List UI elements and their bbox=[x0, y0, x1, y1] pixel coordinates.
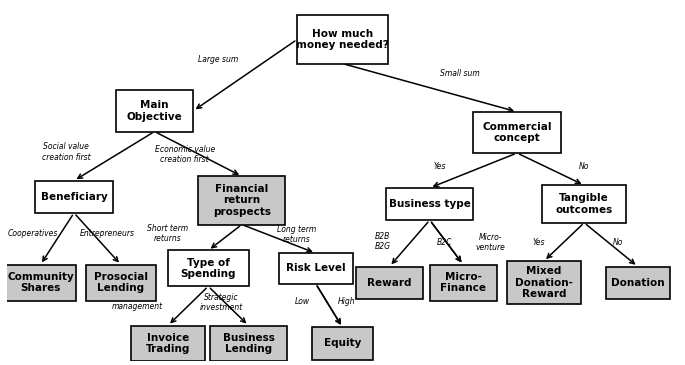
FancyBboxPatch shape bbox=[312, 327, 373, 360]
Text: B2B
B2G: B2B B2G bbox=[375, 232, 390, 251]
FancyBboxPatch shape bbox=[297, 15, 388, 64]
FancyBboxPatch shape bbox=[543, 185, 626, 223]
Text: Micro-
Finance: Micro- Finance bbox=[440, 272, 486, 293]
FancyBboxPatch shape bbox=[36, 181, 112, 213]
Text: Entrepreneurs: Entrepreneurs bbox=[80, 229, 135, 238]
Text: Strategic
investment: Strategic investment bbox=[200, 293, 243, 312]
Text: Type of
Spending: Type of Spending bbox=[180, 258, 236, 279]
Text: No: No bbox=[612, 238, 623, 247]
Text: Long term
returns: Long term returns bbox=[277, 225, 316, 244]
FancyBboxPatch shape bbox=[386, 188, 473, 220]
FancyBboxPatch shape bbox=[356, 266, 423, 299]
FancyBboxPatch shape bbox=[606, 266, 670, 299]
FancyBboxPatch shape bbox=[168, 250, 249, 286]
FancyBboxPatch shape bbox=[507, 261, 581, 304]
Text: Prosocial
Lending: Prosocial Lending bbox=[94, 272, 148, 293]
Text: No: No bbox=[579, 162, 589, 171]
Text: Cooperatives: Cooperatives bbox=[7, 229, 58, 238]
Text: Cashflow
management: Cashflow management bbox=[112, 292, 163, 311]
FancyBboxPatch shape bbox=[429, 265, 497, 300]
FancyBboxPatch shape bbox=[116, 91, 193, 131]
Text: How much
money needed?: How much money needed? bbox=[296, 28, 389, 50]
Text: Economic value
creation first: Economic value creation first bbox=[155, 145, 215, 164]
FancyBboxPatch shape bbox=[279, 253, 353, 284]
Text: Large sum: Large sum bbox=[198, 55, 238, 64]
Text: Invoice
Trading: Invoice Trading bbox=[146, 333, 190, 354]
FancyBboxPatch shape bbox=[198, 176, 286, 224]
Text: Business type: Business type bbox=[389, 199, 471, 209]
Text: Social value
creation first: Social value creation first bbox=[42, 142, 90, 162]
Text: Mixed
Donation-
Reward: Mixed Donation- Reward bbox=[515, 266, 573, 299]
Text: Small sum: Small sum bbox=[440, 69, 480, 78]
Text: B2C: B2C bbox=[437, 238, 452, 247]
Text: Tangible
outcomes: Tangible outcomes bbox=[556, 193, 613, 215]
Text: High: High bbox=[338, 297, 356, 306]
FancyBboxPatch shape bbox=[86, 265, 156, 300]
Text: Micro-
venture: Micro- venture bbox=[475, 233, 505, 252]
Text: Yes: Yes bbox=[434, 162, 446, 171]
FancyBboxPatch shape bbox=[131, 326, 205, 361]
Text: Main
Objective: Main Objective bbox=[127, 100, 182, 122]
Text: Commercial
concept: Commercial concept bbox=[482, 122, 552, 143]
Text: Community
Shares: Community Shares bbox=[7, 272, 74, 293]
FancyBboxPatch shape bbox=[210, 326, 287, 361]
Text: Donation: Donation bbox=[611, 278, 664, 288]
Text: Yes: Yes bbox=[533, 238, 545, 247]
Text: Business
Lending: Business Lending bbox=[223, 333, 275, 354]
Text: Short term
returns: Short term returns bbox=[147, 224, 188, 243]
Text: Reward: Reward bbox=[367, 278, 412, 288]
FancyBboxPatch shape bbox=[5, 265, 75, 300]
Text: Beneficiary: Beneficiary bbox=[40, 192, 108, 202]
Text: Financial
return
prospects: Financial return prospects bbox=[213, 184, 271, 217]
Text: Risk Level: Risk Level bbox=[286, 264, 345, 273]
FancyBboxPatch shape bbox=[473, 112, 560, 153]
Text: Equity: Equity bbox=[324, 338, 361, 349]
Text: Low: Low bbox=[295, 297, 310, 306]
